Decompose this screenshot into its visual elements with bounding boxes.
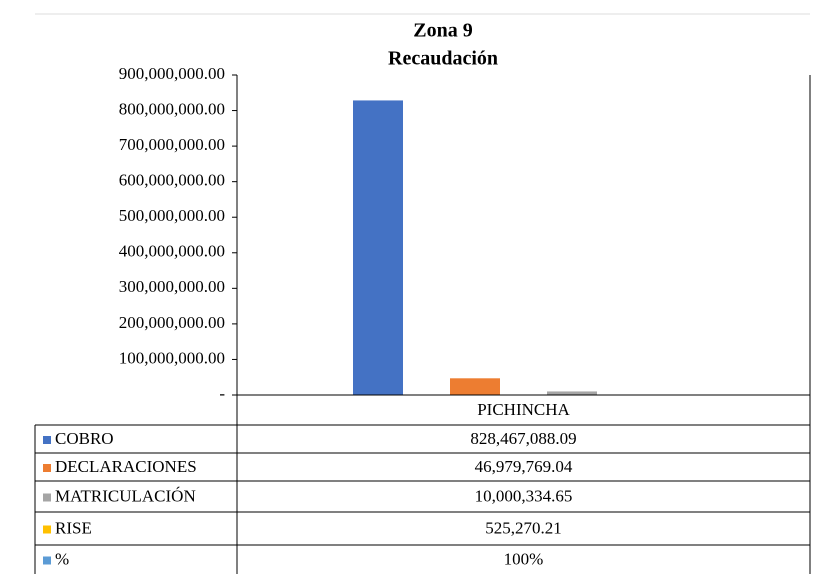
legend-label: DECLARACIONES bbox=[55, 457, 197, 476]
y-tick-label: 600,000,000.00 bbox=[119, 171, 225, 190]
legend-label: RISE bbox=[55, 518, 92, 537]
y-tick-label: 500,000,000.00 bbox=[119, 206, 225, 225]
bar bbox=[547, 391, 597, 395]
legend-key bbox=[43, 556, 51, 565]
y-tick-label: 800,000,000.00 bbox=[119, 99, 225, 118]
legend-key bbox=[43, 436, 51, 444]
y-tick-label: 900,000,000.00 bbox=[119, 64, 225, 83]
data-label: 525,270.21 bbox=[485, 518, 562, 537]
chart-subtitle: Recaudación bbox=[388, 48, 498, 70]
y-tick-label: 400,000,000.00 bbox=[119, 242, 225, 261]
legend-key bbox=[43, 464, 51, 472]
legend-key bbox=[43, 525, 51, 534]
legend-label: % bbox=[55, 549, 69, 568]
y-tick-label: 200,000,000.00 bbox=[119, 313, 225, 332]
legend-label: COBRO bbox=[55, 429, 114, 448]
legend-label: MATRICULACIÓN bbox=[55, 486, 196, 505]
y-tick-label: 700,000,000.00 bbox=[119, 135, 225, 154]
x-tick-label: PICHINCHA bbox=[477, 400, 570, 419]
data-label: 10,000,334.65 bbox=[475, 486, 573, 505]
y-tick-label: - bbox=[219, 384, 225, 403]
data-label: 46,979,769.04 bbox=[475, 457, 573, 476]
data-label: 828,467,088.09 bbox=[470, 429, 576, 448]
legend-key bbox=[43, 493, 51, 502]
data-label: 100% bbox=[504, 549, 544, 568]
y-tick-label: 100,000,000.00 bbox=[119, 348, 225, 367]
bar bbox=[450, 378, 500, 395]
y-tick-label: 300,000,000.00 bbox=[119, 277, 225, 296]
bar bbox=[353, 100, 403, 395]
chart-title: Zona 9 bbox=[413, 20, 472, 42]
